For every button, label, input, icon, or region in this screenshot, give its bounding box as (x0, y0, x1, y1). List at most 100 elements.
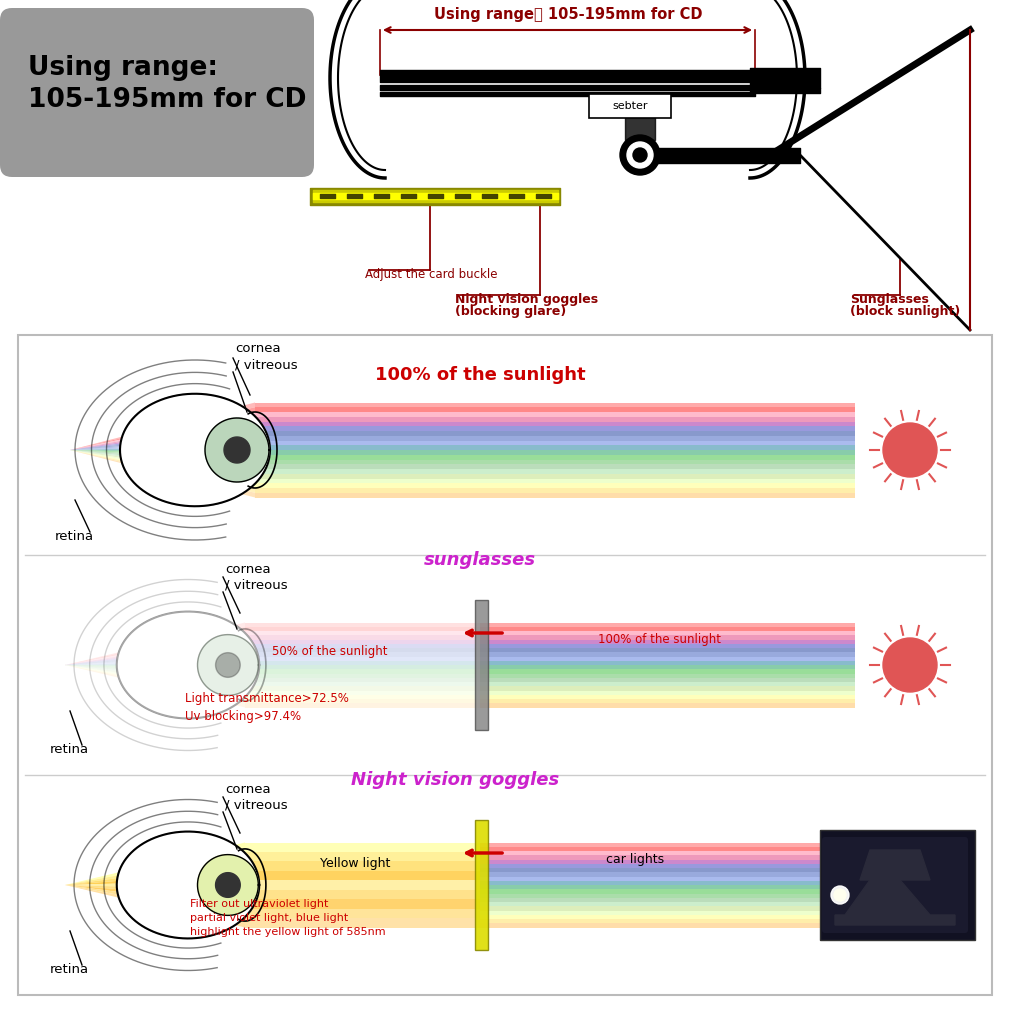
Text: retina: retina (50, 963, 89, 976)
Bar (245, 631, 480, 635)
Bar (255, 412, 855, 417)
Bar (245, 682, 480, 686)
FancyBboxPatch shape (589, 94, 671, 118)
Bar (480, 695, 855, 699)
Bar (480, 682, 855, 686)
Polygon shape (70, 412, 255, 450)
Bar (480, 889, 840, 894)
Polygon shape (70, 421, 255, 450)
Polygon shape (65, 665, 245, 699)
Bar (480, 643, 855, 648)
Bar (245, 622, 480, 627)
Bar (255, 440, 855, 445)
Bar (255, 469, 855, 474)
Bar (480, 842, 840, 846)
Text: sebter: sebter (612, 101, 647, 111)
Bar (480, 851, 840, 855)
Polygon shape (70, 407, 255, 450)
Circle shape (831, 886, 849, 904)
Polygon shape (205, 418, 269, 482)
Polygon shape (65, 665, 245, 691)
Text: sunglasses: sunglasses (424, 551, 536, 569)
Polygon shape (65, 665, 245, 695)
Circle shape (883, 423, 937, 477)
Polygon shape (65, 622, 245, 665)
Bar (480, 652, 855, 656)
Polygon shape (65, 665, 245, 682)
Polygon shape (65, 885, 245, 927)
Text: 100% of the sunlight: 100% of the sunlight (375, 367, 586, 385)
Bar (245, 899, 480, 909)
Bar (255, 493, 855, 498)
Bar (480, 686, 855, 691)
Polygon shape (70, 426, 255, 450)
Text: Using range： 105-195mm for CD: Using range： 105-195mm for CD (433, 7, 702, 22)
Bar (245, 890, 480, 899)
Polygon shape (65, 635, 245, 665)
Bar (480, 894, 840, 898)
Bar (480, 622, 855, 627)
Bar (480, 846, 840, 851)
Polygon shape (65, 665, 245, 686)
Bar (245, 695, 480, 699)
Bar (480, 919, 840, 923)
Bar (245, 686, 480, 691)
Bar (255, 460, 855, 465)
Bar (255, 426, 855, 431)
Polygon shape (215, 652, 240, 678)
Polygon shape (215, 873, 240, 897)
Bar (245, 691, 480, 695)
Bar (255, 488, 855, 493)
Polygon shape (65, 665, 245, 707)
Circle shape (883, 638, 937, 692)
Polygon shape (65, 652, 245, 665)
Polygon shape (65, 661, 245, 665)
Polygon shape (117, 612, 260, 718)
Text: / vitreous: / vitreous (225, 579, 288, 592)
Polygon shape (70, 417, 255, 450)
Bar (255, 450, 855, 454)
Bar (480, 906, 840, 910)
Polygon shape (198, 854, 259, 915)
Text: Yellow light: Yellow light (320, 857, 390, 870)
Bar (255, 454, 855, 460)
Bar (480, 703, 855, 707)
Bar (480, 864, 840, 868)
Bar (480, 902, 840, 906)
Polygon shape (224, 437, 250, 463)
Polygon shape (70, 450, 255, 474)
Bar (255, 403, 855, 407)
Bar (245, 656, 480, 661)
Bar (255, 421, 855, 426)
Bar (255, 483, 855, 488)
Bar (480, 699, 855, 703)
Polygon shape (198, 634, 259, 696)
Bar (480, 855, 840, 860)
FancyBboxPatch shape (0, 8, 314, 177)
Bar (245, 661, 480, 665)
Bar (245, 852, 480, 862)
Text: cornea: cornea (225, 783, 271, 796)
Text: (blocking glare): (blocking glare) (454, 305, 567, 318)
Text: retina: retina (50, 743, 89, 756)
Polygon shape (65, 639, 245, 665)
Bar (480, 648, 855, 652)
Bar (245, 678, 480, 682)
Bar (245, 909, 480, 918)
Bar (245, 674, 480, 678)
Bar (480, 674, 855, 678)
Polygon shape (117, 831, 260, 938)
Bar (480, 881, 840, 885)
Bar (255, 479, 855, 483)
Text: 50% of the sunlight: 50% of the sunlight (273, 645, 388, 658)
Text: retina: retina (55, 530, 94, 543)
Polygon shape (65, 852, 245, 885)
Polygon shape (65, 885, 245, 909)
Bar (480, 691, 855, 695)
Polygon shape (65, 665, 245, 678)
Polygon shape (70, 450, 255, 498)
Bar (255, 445, 855, 450)
Bar (480, 868, 840, 873)
Bar (480, 923, 840, 927)
Bar (255, 417, 855, 421)
